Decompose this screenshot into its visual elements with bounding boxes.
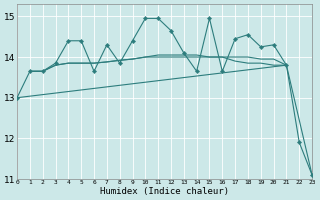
- X-axis label: Humidex (Indice chaleur): Humidex (Indice chaleur): [100, 187, 229, 196]
